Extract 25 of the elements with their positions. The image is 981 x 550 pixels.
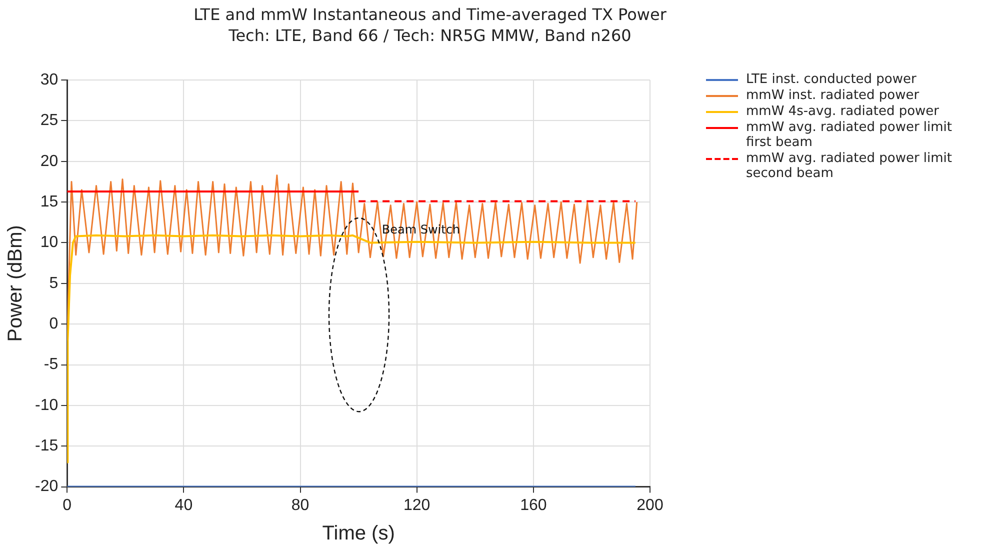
x-tick-label: 120 <box>404 496 430 514</box>
y-tick-label: -5 <box>44 356 58 374</box>
y-tick-label: 30 <box>40 71 58 88</box>
chart-title: LTE and mmW Instantaneous and Time-averaged TX Power <box>192 4 668 25</box>
x-tick-label: 0 <box>62 496 72 514</box>
x-tick-label: 160 <box>520 496 547 514</box>
y-tick-label: 15 <box>40 193 58 210</box>
x-axis-title: Time (s) <box>322 522 395 545</box>
legend-label: mmW inst. radiated power <box>746 88 920 103</box>
x-tick-label: 200 <box>636 496 664 514</box>
legend-label: LTE inst. conducted power <box>746 72 916 87</box>
y-axis-title: Power (dBm) <box>4 225 27 342</box>
y-tick-label: -20 <box>35 478 58 496</box>
y-tick-label: -15 <box>35 438 58 455</box>
x-tick-label: 80 <box>291 496 310 514</box>
y-tick-label: 5 <box>49 274 58 292</box>
y-tick-label: 25 <box>40 112 58 130</box>
y-tick-label: -10 <box>35 396 58 414</box>
x-tick-label: 40 <box>174 496 193 514</box>
y-tick-label: 10 <box>40 234 58 252</box>
legend-label: mmW 4s-avg. radiated power <box>746 104 940 119</box>
chart-subtitle: Tech: LTE, Band 66 / Tech: NR5G MMW, Band n260 <box>228 25 632 46</box>
y-tick-label: 0 <box>49 315 58 332</box>
legend-label: mmW avg. radiated power limit second beam <box>746 151 954 181</box>
y-tick-label: 20 <box>40 152 58 170</box>
